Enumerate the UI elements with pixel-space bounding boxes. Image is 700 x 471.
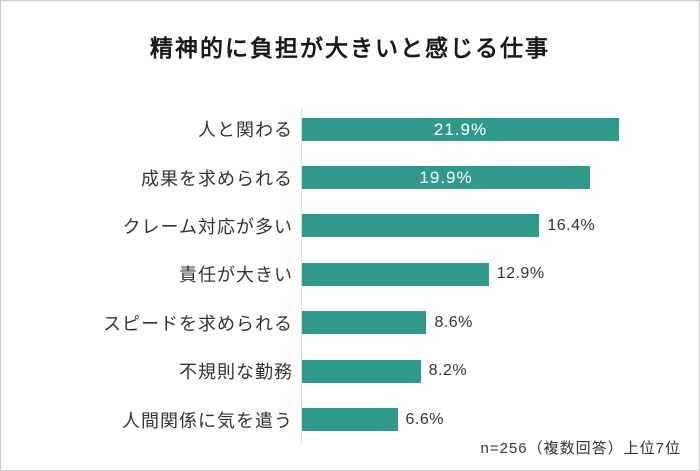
bar xyxy=(302,262,489,286)
bar-row: クレーム対応が多い 16.4% xyxy=(1,202,699,250)
bar-track: 8.2% xyxy=(302,359,666,383)
bar xyxy=(302,408,398,432)
bar: 21.9% xyxy=(302,117,619,141)
bar-track: 12.9% xyxy=(302,262,666,286)
category-label: 人と関わる xyxy=(198,120,293,141)
category-label: 人間関係に気を遣う xyxy=(122,410,293,431)
bar: 19.9% xyxy=(302,166,591,190)
bar-track: 19.9% xyxy=(302,166,666,190)
category-label: スピードを求められる xyxy=(103,313,293,334)
category-label: クレーム対応が多い xyxy=(122,216,293,237)
value-label: 16.4% xyxy=(547,216,596,234)
bar xyxy=(302,311,427,335)
value-label: 12.9% xyxy=(496,265,545,283)
bar-row: 成果を求められる 19.9% xyxy=(1,153,699,201)
bar-track: 8.6% xyxy=(302,311,666,335)
bar-track: 16.4% xyxy=(302,214,666,238)
value-label: 6.6% xyxy=(405,410,444,428)
chart-title: 精神的に負担が大きいと感じる仕事 xyxy=(150,35,550,61)
bar-track: 21.9% xyxy=(302,117,666,141)
y-axis-line xyxy=(301,108,302,443)
value-label: 8.6% xyxy=(434,313,473,331)
bar xyxy=(302,214,540,238)
bar-row: スピードを求められる 8.6% xyxy=(1,299,699,347)
bar-row: 責任が大きい 12.9% xyxy=(1,250,699,298)
category-label: 成果を求められる xyxy=(141,168,293,189)
value-label: 19.9% xyxy=(419,168,473,188)
bar-chart: 人と関わる 21.9% 成果を求められる 19.9% クレーム対応が多い 16.4% 責任が… xyxy=(1,105,699,444)
bar xyxy=(302,359,421,383)
bar-row: 人間関係に気を遣う 6.6% xyxy=(1,395,699,443)
bar-row: 不規則な勤務 8.2% xyxy=(1,347,699,395)
category-label: 責任が大きい xyxy=(179,265,293,286)
footnote: n=256（複数回答）上位7位 xyxy=(480,440,681,457)
bar-row: 人と関わる 21.9% xyxy=(1,105,699,153)
bar-track: 6.6% xyxy=(302,408,666,432)
category-label: 不規則な勤務 xyxy=(179,362,293,383)
value-label: 21.9% xyxy=(433,119,488,139)
value-label: 8.2% xyxy=(428,362,468,380)
